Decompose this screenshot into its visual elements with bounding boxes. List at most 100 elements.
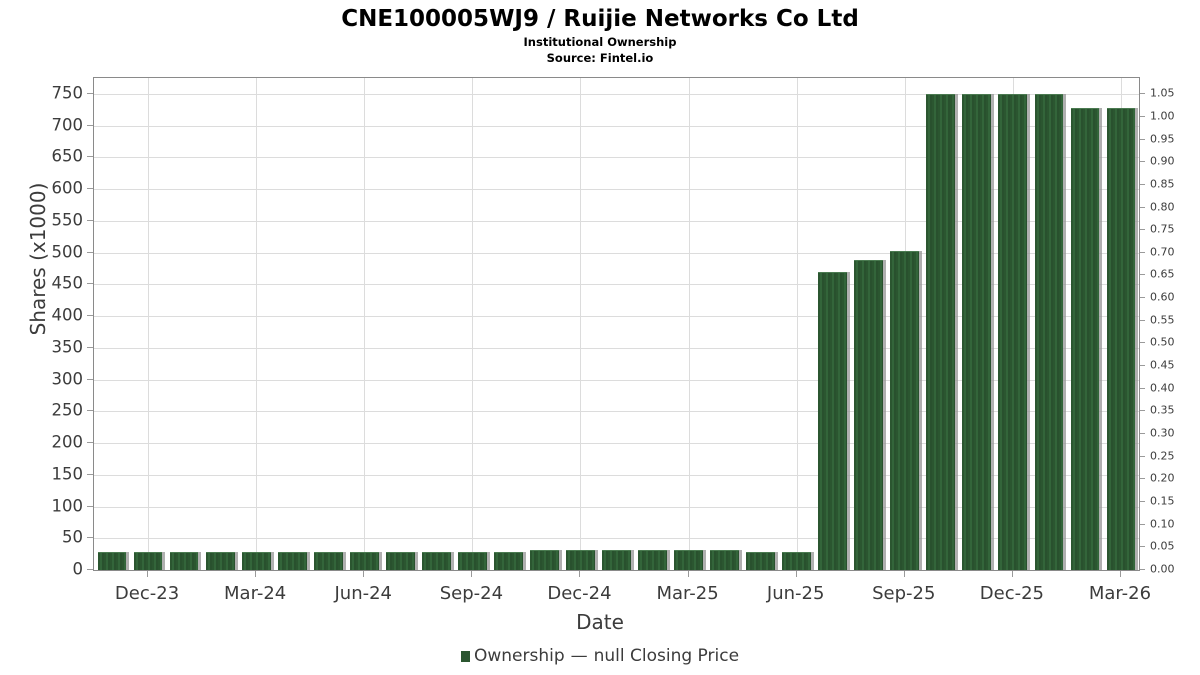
gridline-horizontal [94, 220, 1139, 222]
bar-ownership [205, 552, 235, 570]
y2-tick-mark [1140, 251, 1145, 253]
y2-tick-label: 1.05 [1150, 86, 1175, 100]
gridline-vertical [364, 78, 366, 570]
y2-tick-label: 0.20 [1150, 471, 1175, 485]
gridline-vertical [688, 78, 690, 570]
y2-tick-mark [1140, 161, 1145, 163]
y-tick-label: 350 [51, 337, 84, 357]
y2-tick-label: 0.85 [1150, 177, 1175, 191]
y2-tick-mark [1140, 365, 1145, 367]
gridline-horizontal [94, 93, 1139, 95]
y-tick-mark [87, 378, 93, 380]
x-tick-label: Mar-25 [656, 583, 719, 604]
gridline-horizontal [94, 252, 1139, 254]
bar-ownership [818, 271, 848, 570]
x-tick-mark [471, 571, 473, 577]
bar-ownership [926, 93, 956, 570]
bar-ownership [241, 552, 271, 570]
gridline-horizontal [94, 379, 1139, 381]
y-axis-title: Shares (x1000) [26, 182, 50, 336]
y2-tick-mark [1140, 115, 1145, 117]
y2-tick-mark [1140, 297, 1145, 299]
y-tick-mark [87, 346, 93, 348]
y2-tick-label: 0.90 [1150, 154, 1175, 168]
y-tick-label: 50 [62, 527, 83, 547]
y-tick-mark [87, 251, 93, 253]
gridline-horizontal [94, 506, 1139, 508]
y-axis-left: 0 50 100 150 200 250 300 350 400 450 500 550 600 650 7… [0, 77, 93, 579]
x-tick-label: Dec-23 [114, 583, 180, 604]
x-axis: Dec-23 Mar-24 Jun-24 Sep-24 Dec-24 Mar-25 Jun-… [0, 571, 1200, 621]
y-tick-label: 0 [72, 559, 84, 579]
bar-ownership [890, 250, 920, 570]
x-tick-label: Mar-26 [1088, 583, 1152, 604]
y2-tick-label: 0.80 [1150, 200, 1175, 213]
y-tick-mark [87, 188, 93, 190]
y-axis-right: 0.00 0.05 0.10 0.15 0.20 0.25 0.30 0.35 0.40 0.45… [1140, 77, 1200, 576]
gridline-horizontal [94, 474, 1139, 476]
x-tick-mark [147, 571, 149, 577]
bar-ownership [1106, 108, 1136, 570]
bar-ownership [97, 552, 127, 570]
y2-tick-mark [1140, 523, 1145, 525]
y-tick-label: 250 [51, 400, 84, 420]
x-tick-label: Jun-25 [766, 583, 825, 604]
chart-subtitle: Institutional Ownership [523, 35, 677, 49]
y2-tick-label: 0.65 [1150, 267, 1175, 281]
y2-tick-label: 0.25 [1150, 449, 1175, 463]
y2-tick-label: 1.00 [1150, 109, 1175, 123]
gridline-horizontal [94, 284, 1139, 286]
bar-ownership [638, 549, 667, 570]
page-title: CNE100005WJ9 / Ruijie Networks Co Ltd [341, 6, 859, 32]
y-tick-mark [87, 442, 93, 444]
y-tick-mark [87, 156, 93, 158]
y2-tick-label: 0.40 [1150, 381, 1175, 395]
y-tick-mark [87, 569, 93, 570]
gridline-horizontal [94, 538, 1139, 540]
y2-tick-label: 0.75 [1150, 222, 1175, 236]
y2-tick-label: 0.15 [1150, 494, 1175, 508]
y-tick-label: 100 [51, 496, 84, 516]
bar-ownership [313, 552, 343, 570]
x-tick-mark [1011, 571, 1013, 577]
bar-ownership [277, 552, 307, 570]
y2-tick-label: 0.05 [1150, 539, 1175, 553]
y2-tick-label: 0.10 [1150, 517, 1175, 531]
bar-ownership [385, 552, 415, 570]
y2-tick-mark [1140, 274, 1145, 276]
x-tick-label: Dec-24 [547, 583, 612, 604]
bar-ownership [710, 549, 739, 570]
y2-tick-label: 0.45 [1150, 358, 1175, 372]
legend-swatch-ownership [460, 650, 470, 662]
y2-tick-mark [1140, 478, 1145, 480]
bar-ownership [421, 552, 451, 570]
x-tick-label: Jun-24 [334, 583, 393, 604]
y-tick-mark [87, 124, 93, 126]
y2-tick-mark [1140, 501, 1145, 503]
plot-area [93, 77, 1140, 571]
x-tick-mark [255, 571, 257, 577]
gridline-horizontal [94, 411, 1139, 413]
y2-tick-mark [1140, 569, 1145, 570]
y-tick-mark [87, 219, 93, 221]
y-tick-label: 550 [51, 210, 84, 230]
bar-ownership [998, 93, 1028, 570]
x-tick-mark [687, 571, 689, 577]
x-tick-label: Sep-24 [439, 583, 504, 604]
chart-header: CNE100005WJ9 / Ruijie Networks Co Ltd In… [0, 0, 1200, 65]
bar-ownership [854, 260, 884, 570]
bar-ownership [566, 549, 595, 570]
gridline-horizontal [94, 316, 1139, 318]
y-tick-mark [87, 537, 93, 539]
gridline-vertical [472, 78, 474, 570]
y-tick-mark [87, 505, 93, 507]
y2-tick-mark [1140, 206, 1145, 208]
y-tick-mark [87, 315, 93, 317]
gridline-vertical [580, 78, 582, 570]
gridline-horizontal [94, 189, 1139, 191]
x-tick-mark [363, 571, 365, 577]
y-tick-label: 150 [51, 464, 84, 484]
legend-dash-icon: — [570, 646, 588, 666]
bar-ownership [457, 552, 487, 570]
legend-label-ownership: Ownership [473, 646, 565, 666]
